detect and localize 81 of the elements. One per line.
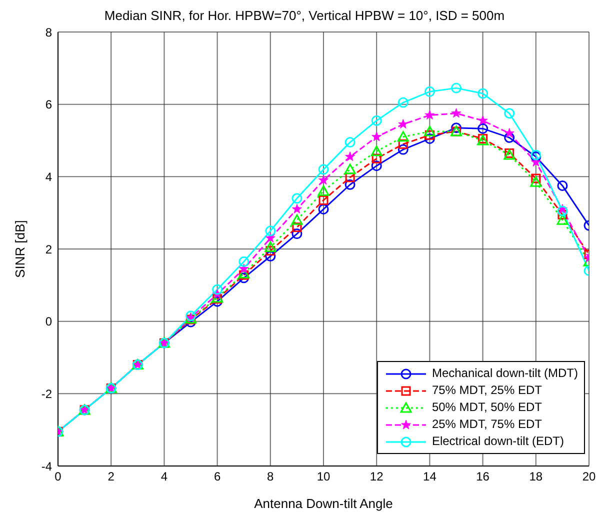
point [292,193,302,204]
point [424,126,436,136]
point [397,131,409,142]
point [318,175,329,185]
point [504,108,515,119]
point [398,139,408,149]
point [424,110,435,120]
point [372,132,382,142]
x-tick-label: 6 [214,470,221,484]
y-tick-label: 8 [45,25,52,40]
point [238,264,249,274]
point [318,164,329,175]
point [370,146,382,156]
point [344,179,356,190]
point [266,246,276,256]
point [238,272,250,284]
x-tick-label: 18 [529,470,543,484]
x-axis-title: Antenna Down-tilt Angle [254,496,393,511]
point [212,284,223,295]
point [318,204,329,214]
x-tick-label: 4 [160,470,168,484]
legend-label: 50% MDT, 50% EDT [432,399,542,416]
point [424,86,435,97]
point [371,160,382,172]
x-tick-label: 8 [267,470,274,484]
point [292,228,302,240]
point [478,123,488,134]
point [291,214,303,225]
point [451,108,462,118]
y-tick-label: 6 [45,98,52,112]
legend-label: 25% MDT, 75% EDT [432,416,542,433]
point [504,132,515,143]
point [344,137,356,148]
x-tick-label: 20 [582,470,596,484]
point [239,270,249,280]
point [556,214,568,225]
x-tick-label: 10 [316,470,330,484]
point [557,180,568,191]
point [345,152,356,162]
point [318,185,330,196]
y-tick-label: -4 [41,459,52,474]
legend-label: Mechanical down-tilt (MDT) [432,365,578,382]
point [318,195,328,205]
point [265,232,276,242]
point [478,88,488,99]
point [372,154,382,164]
point [398,118,408,129]
y-tick-label: 4 [45,170,52,184]
legend-label: 75% MDT, 25% EDT [432,382,542,399]
point [371,115,382,126]
point [451,122,462,134]
x-tick-label: 16 [476,470,490,484]
point [558,210,568,220]
point [531,174,541,184]
point [451,82,462,94]
x-tick-label: 14 [423,470,437,484]
point [292,204,302,214]
point [398,97,408,108]
y-tick-label: 0 [45,314,52,329]
y-tick-label: -2 [41,386,52,401]
point [344,164,356,174]
point [424,133,435,144]
point [478,115,488,125]
y-axis-title: SINR [dB] [12,220,28,278]
legend-label: Electrical down-tilt (EDT) [432,433,564,450]
point [424,130,434,140]
point [530,156,541,166]
x-tick-label: 12 [370,470,384,484]
chart-title: Median SINR, for Hor. HPBW=70°, Vertical HPBW = 10°, ISD = 500m [104,8,505,23]
x-tick-label: 2 [108,470,115,484]
y-tick-label: 2 [45,242,52,256]
x-tick-label: 0 [54,470,62,484]
point [557,206,568,216]
point [398,144,408,155]
point [265,250,276,262]
point [530,176,542,187]
point [238,256,250,267]
point [292,222,302,232]
point [504,128,514,138]
point [265,226,276,236]
point [264,241,276,252]
